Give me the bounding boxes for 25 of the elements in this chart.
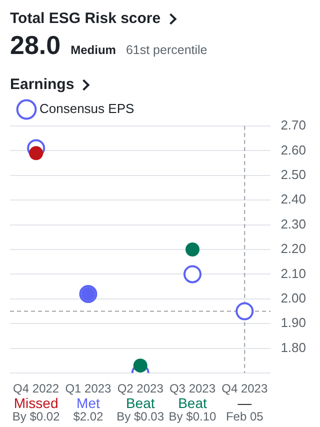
y-tick-label: 2.70 xyxy=(280,118,306,133)
y-tick-label: 2.50 xyxy=(280,166,306,182)
y-tick-label: 2.10 xyxy=(280,266,306,281)
point xyxy=(185,242,200,256)
y-tick-label: 2.30 xyxy=(280,216,306,232)
x-tick-label: Q3 2023 Beat By $0.10 xyxy=(168,381,216,424)
point xyxy=(133,358,148,373)
text: Medium xyxy=(70,43,116,57)
point xyxy=(236,302,254,320)
y-tick-label: 2.20 xyxy=(280,241,306,256)
y-tick-label: 2.00 xyxy=(280,290,306,306)
point xyxy=(183,265,202,284)
text: 61st percentile xyxy=(126,43,208,57)
x-tick-label: Q4 2022 Missed By $0.02 xyxy=(12,381,60,424)
y-tick-label: 1.90 xyxy=(280,315,306,330)
chart-title: Earnings xyxy=(10,76,74,93)
text: Total ESG Risk score xyxy=(10,10,161,27)
x-tick-label: Q2 2023 Beat By $0.03 xyxy=(116,381,164,424)
x-tick-label: Q4 2023 — Feb 05 xyxy=(222,381,268,424)
y-tick-label: 2.60 xyxy=(280,142,306,158)
text: 28.0 xyxy=(10,30,61,61)
legend-label: Consensus EPS xyxy=(40,101,134,116)
x-tick-label: Q1 2023 Met $2.02 xyxy=(65,381,112,424)
y-tick-label: 2.40 xyxy=(280,192,306,207)
y-tick-label: 1.80 xyxy=(280,340,306,355)
